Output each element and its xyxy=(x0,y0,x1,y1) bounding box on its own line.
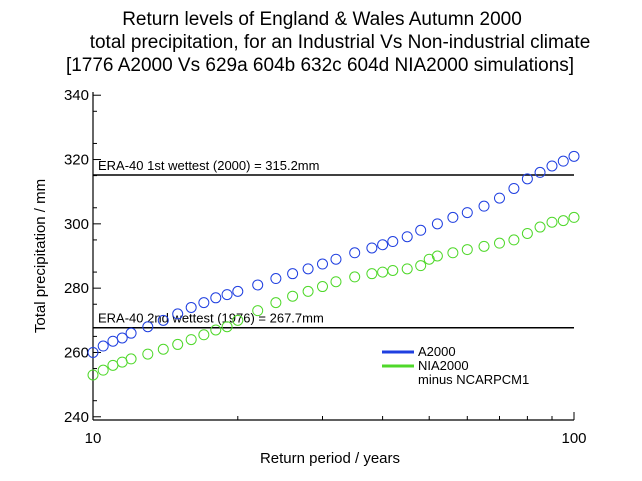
data-point xyxy=(270,273,282,285)
data-point xyxy=(508,234,520,246)
reference-line-label: ERA-40 1st wettest (2000) = 315.2mm xyxy=(98,158,319,173)
data-point xyxy=(97,364,109,376)
data-point xyxy=(210,324,222,336)
data-point xyxy=(493,192,505,204)
data-point xyxy=(116,332,128,344)
data-point xyxy=(316,281,328,293)
data-point xyxy=(478,240,490,252)
data-point xyxy=(252,305,264,317)
data-point xyxy=(366,242,378,254)
data-point xyxy=(534,221,546,233)
y-ticks: 240 260 280 300 320 340 xyxy=(64,87,101,426)
data-point xyxy=(431,218,443,230)
data-point xyxy=(232,314,244,326)
data-point xyxy=(330,276,342,288)
data-point xyxy=(172,338,184,350)
data-point xyxy=(557,155,569,167)
data-point xyxy=(198,297,210,309)
data-point xyxy=(125,353,137,365)
data-point xyxy=(198,329,210,341)
data-point xyxy=(330,253,342,265)
data-point xyxy=(415,260,427,272)
data-point xyxy=(172,308,184,320)
series-nia2000 xyxy=(87,211,580,381)
legend-label: A2000 xyxy=(418,344,456,359)
data-point xyxy=(221,289,233,301)
x-tick-label: 100 xyxy=(561,430,586,447)
y-tick-label: 240 xyxy=(64,409,89,426)
data-point xyxy=(157,343,169,355)
reference-line-label: ERA-40 2nd wettest (1976) = 267.7mm xyxy=(98,311,324,326)
data-point xyxy=(142,321,154,333)
data-point xyxy=(107,335,119,347)
plot-frame xyxy=(92,92,574,421)
y-axis-label: Total precipitation / mm xyxy=(32,179,49,333)
data-point xyxy=(478,200,490,212)
data-point xyxy=(377,239,389,251)
title-line-2: total precipitation, for an Industrial V… xyxy=(90,32,591,53)
data-point xyxy=(387,264,399,276)
reference-lines: ERA-40 1st wettest (2000) = 315.2mm ERA-4… xyxy=(93,158,574,329)
data-point xyxy=(349,247,361,259)
data-point xyxy=(568,150,580,162)
data-point xyxy=(461,207,473,219)
data-point xyxy=(107,359,119,371)
series-layer xyxy=(87,150,580,381)
data-point xyxy=(521,173,533,185)
data-point xyxy=(447,247,459,259)
data-point xyxy=(287,290,299,302)
data-point xyxy=(302,263,314,275)
data-point xyxy=(87,369,99,381)
data-point xyxy=(461,244,473,256)
data-point xyxy=(447,211,459,223)
y-tick-label: 280 xyxy=(64,280,89,297)
data-point xyxy=(508,182,520,194)
data-point xyxy=(142,348,154,360)
data-point xyxy=(232,285,244,297)
data-point xyxy=(185,334,197,346)
x-axis-label: Return period / years xyxy=(260,450,400,467)
data-point xyxy=(157,314,169,326)
data-point xyxy=(568,211,580,223)
x-tick-label: 10 xyxy=(85,430,102,447)
data-point xyxy=(493,237,505,249)
data-point xyxy=(521,227,533,239)
data-point xyxy=(97,340,109,352)
data-point xyxy=(125,327,137,339)
y-tick-label: 300 xyxy=(64,216,89,233)
title-line-3: [1776 A2000 Vs 629a 604b 632c 604d NIA20… xyxy=(66,55,574,76)
data-point xyxy=(401,231,413,243)
data-point xyxy=(221,321,233,333)
data-point xyxy=(270,297,282,309)
data-point xyxy=(366,268,378,280)
chart-title: Return levels of England & Wales Autumn … xyxy=(66,9,590,76)
legend-label: NIA2000 xyxy=(418,358,469,373)
title-line-1: Return levels of England & Wales Autumn … xyxy=(122,9,522,30)
data-point xyxy=(87,346,99,358)
data-point xyxy=(377,266,389,278)
x-ticks: 10 100 xyxy=(85,412,587,447)
data-point xyxy=(252,279,264,291)
data-point xyxy=(534,166,546,178)
data-point xyxy=(546,160,558,172)
data-point xyxy=(546,216,558,228)
data-point xyxy=(210,292,222,304)
data-point xyxy=(387,236,399,248)
data-point xyxy=(431,250,443,262)
data-point xyxy=(401,263,413,275)
data-point xyxy=(302,285,314,297)
data-point xyxy=(349,271,361,283)
data-point xyxy=(557,215,569,227)
series-a2000 xyxy=(87,150,580,358)
data-point xyxy=(287,268,299,280)
legend-label: minus NCARPCM1 xyxy=(418,372,529,387)
y-tick-label: 320 xyxy=(64,152,89,169)
y-tick-label: 340 xyxy=(64,87,89,104)
data-point xyxy=(415,224,427,236)
y-tick-label: 260 xyxy=(64,344,89,361)
data-point xyxy=(316,258,328,270)
data-point xyxy=(185,301,197,313)
